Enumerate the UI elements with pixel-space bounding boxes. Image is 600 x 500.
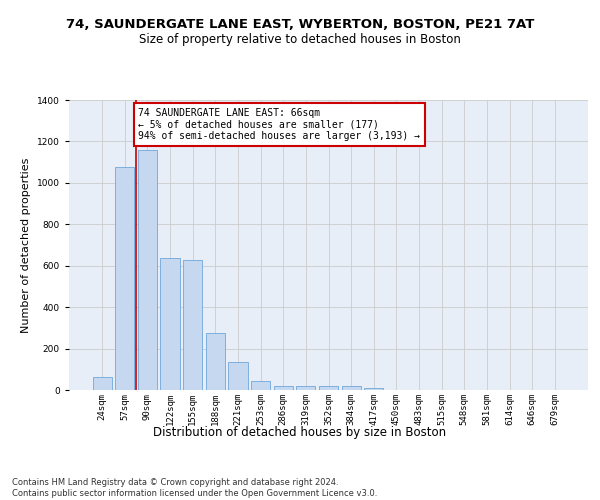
Bar	[206, 333, 225, 390]
Bar	[251, 380, 270, 390]
Y-axis label: Number of detached properties: Number of detached properties	[22, 158, 31, 332]
Bar	[296, 386, 316, 390]
Bar	[364, 388, 383, 390]
Bar	[92, 377, 112, 390]
Bar	[138, 150, 157, 390]
Text: Contains HM Land Registry data © Crown copyright and database right 2024.
Contai: Contains HM Land Registry data © Crown c…	[12, 478, 377, 498]
Bar	[160, 258, 180, 390]
Text: 74, SAUNDERGATE LANE EAST, WYBERTON, BOSTON, PE21 7AT: 74, SAUNDERGATE LANE EAST, WYBERTON, BOS…	[66, 18, 534, 30]
Bar	[115, 168, 134, 390]
Bar	[341, 386, 361, 390]
Bar	[183, 260, 202, 390]
Text: 74 SAUNDERGATE LANE EAST: 66sqm
← 5% of detached houses are smaller (177)
94% of: 74 SAUNDERGATE LANE EAST: 66sqm ← 5% of …	[139, 108, 421, 142]
Bar	[319, 386, 338, 390]
Text: Distribution of detached houses by size in Boston: Distribution of detached houses by size …	[154, 426, 446, 439]
Bar	[229, 362, 248, 390]
Text: Size of property relative to detached houses in Boston: Size of property relative to detached ho…	[139, 32, 461, 46]
Bar	[274, 386, 293, 390]
